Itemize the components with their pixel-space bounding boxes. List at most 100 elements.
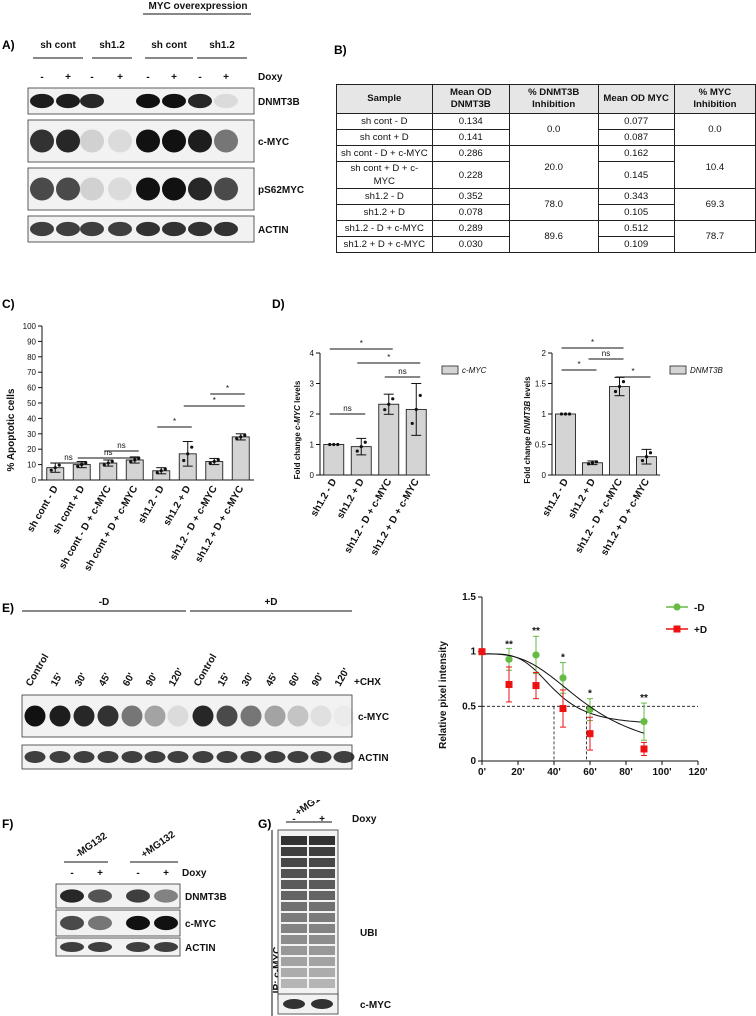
doxy-sign: + (171, 72, 177, 83)
data-point (355, 449, 359, 453)
band-actin (108, 221, 132, 237)
panel-b-label-wrap: B) (334, 43, 347, 57)
ubi-smear (281, 924, 307, 933)
cmyc-fold-change-chart: Fold change c-MYC levels 0 1 2 3 4 sh1.2 - Ds… (293, 339, 487, 558)
y-tick-label: 1.5 (535, 380, 547, 389)
table-cell: 0.109 (597, 236, 675, 253)
table-cell: sh1.2 - D (336, 188, 433, 205)
time-label: 120' (333, 666, 352, 688)
sig-label: ns (104, 448, 112, 457)
band-ps62myc (108, 177, 132, 201)
data-point (621, 380, 626, 384)
legend-label: c-MYC (462, 366, 487, 375)
f-blot-label: ACTIN (185, 943, 216, 954)
sig-label: * (387, 353, 390, 362)
data-point (102, 463, 106, 467)
band (60, 942, 84, 952)
header-mean-od-dnmt3b: Mean OD DNMT3B (431, 84, 510, 114)
x-tick-label: sh1.2 + D + c-MYC (193, 484, 246, 565)
e-blot-label: ACTIN (358, 753, 389, 764)
bar (555, 413, 576, 476)
table-cell: 0.145 (597, 161, 675, 189)
time-label: 90' (144, 671, 160, 688)
band (192, 751, 214, 763)
band (126, 889, 150, 903)
point-plus-d (505, 680, 513, 688)
sig-label: * (577, 360, 580, 369)
band (333, 751, 355, 763)
e-group-label: -D (99, 597, 110, 608)
band (73, 751, 95, 763)
band (24, 705, 46, 727)
data-point (80, 463, 84, 467)
cycloheximide-label: +CHX (354, 677, 381, 688)
ubi-smear (309, 847, 335, 856)
doxy-sign: + (223, 72, 229, 83)
band-ps62myc (214, 177, 238, 201)
d1-ylabel: Fold change c-MYC levels (293, 380, 302, 479)
doxy-sign: - (198, 72, 201, 83)
data-point (617, 384, 622, 389)
band (60, 915, 84, 931)
sig-label: * (226, 384, 229, 393)
data-point (57, 463, 61, 467)
ubi-smear (281, 858, 307, 867)
data-point (106, 461, 110, 465)
table-cell: 0.0 (508, 113, 599, 146)
myc-overexpression-label: MYC overexpression (149, 1, 248, 12)
blot-label: c-MYC (258, 137, 289, 148)
data-point (590, 461, 595, 465)
sig-label: ns (602, 349, 610, 358)
relative-intensity-chart: Relative pixel intensity 0 0.5 1 1.5 0' 20' 40… (438, 592, 708, 778)
doxy-sign: - (146, 72, 149, 83)
y-tick-label: 100 (23, 322, 37, 331)
ubi-smear (281, 847, 307, 856)
table-row: sh cont - D 0.134 0.0 0.077 0.0 (336, 113, 756, 146)
table-cell: sh1.2 + D + c-MYC (336, 236, 433, 253)
band (97, 705, 119, 727)
legend-swatch (669, 365, 687, 375)
data-point (594, 460, 599, 464)
table-cell: sh cont - D (336, 113, 433, 130)
band (287, 705, 309, 727)
ubi-smear (309, 968, 335, 977)
table-row: sh1.2 - D 0.352 78.0 0.343 69.3 (336, 188, 756, 221)
band-dnmt3b (188, 93, 212, 109)
panel-label-d: D) (272, 297, 285, 311)
data-point (243, 433, 247, 437)
table-cell: 0.087 (597, 129, 675, 146)
point-minus-d (505, 655, 513, 663)
ip-cmyc-label: IP: c-MYC (272, 947, 283, 994)
data-point (363, 440, 367, 444)
band-actin (30, 221, 54, 237)
data-point (644, 455, 649, 459)
y-tick-label: 30 (27, 430, 36, 439)
blot-label: DNMT3B (258, 97, 300, 108)
y-tick-label: 40 (27, 414, 36, 423)
data-point (410, 421, 414, 426)
doxy-sign: + (163, 868, 169, 879)
data-point (53, 466, 57, 470)
doxy-sign: - (90, 72, 93, 83)
y-tick-label: 1 (310, 441, 315, 450)
data-point (186, 452, 190, 456)
doxy-sign: + (97, 868, 103, 879)
data-point (328, 442, 332, 447)
x-tick-label: sh1.2 - D (541, 477, 571, 519)
time-label: 120' (167, 666, 186, 688)
ubi-smear (281, 957, 307, 966)
blot-label: pS62MYC (258, 185, 304, 196)
doxy-sign: - (292, 814, 295, 825)
panel-d-label-wrap: D) (272, 297, 285, 311)
f-blot-label: DNMT3B (185, 892, 227, 903)
band-dnmt3b (162, 93, 186, 109)
band (310, 705, 332, 727)
ubi-smear (281, 979, 307, 988)
legend-label: DNMT3B (690, 366, 724, 375)
ubi-smear (309, 957, 335, 966)
table-cell: 0.286 (431, 145, 510, 162)
e-group-label: +D (264, 597, 277, 608)
group-label: sh1.2 (99, 40, 125, 51)
data-point (336, 442, 340, 447)
